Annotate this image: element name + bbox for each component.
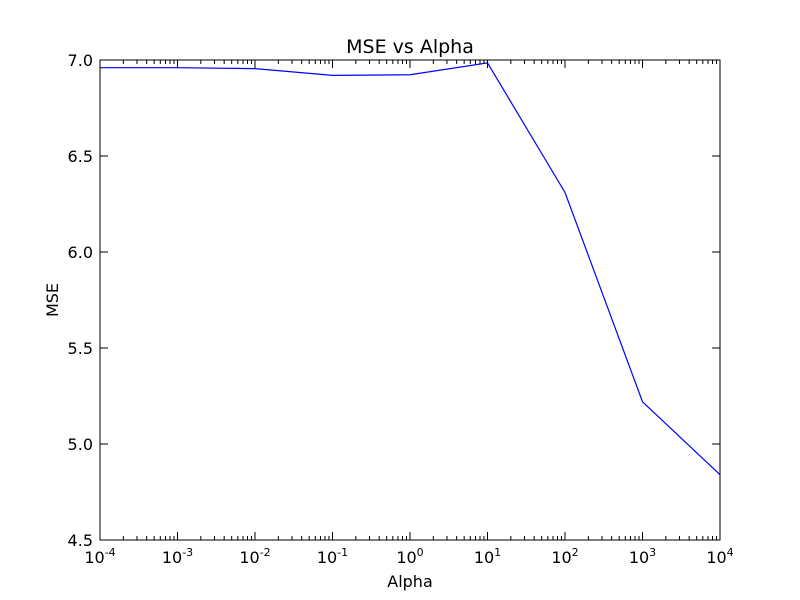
y-tick-label: 6.5	[68, 147, 93, 166]
y-axis-title: MSE	[43, 283, 62, 317]
x-axis-title: Alpha	[387, 572, 433, 591]
x-axis-ticks: 10-4 10-3 10-2 10-1 100 101 102 103 104	[84, 60, 734, 567]
plot-frame	[99, 59, 721, 541]
x-tick-label: 104	[706, 546, 733, 567]
x-tick-label: 102	[551, 546, 578, 567]
x-tick-label: 10-1	[317, 546, 348, 567]
x-tick-label: 10-3	[162, 546, 193, 567]
x-tick-label: 103	[629, 546, 656, 567]
plot-area	[100, 62, 721, 476]
x-tick-label: 10-4	[84, 546, 115, 567]
y-axis-ticks: 4.5 5.0 5.5 6.0 6.5 7.0	[68, 51, 720, 550]
y-tick-label: 5.0	[68, 435, 93, 454]
y-tick-label: 6.0	[68, 243, 93, 262]
y-tick-label: 4.5	[68, 531, 93, 550]
series-line	[100, 62, 721, 476]
y-tick-label: 5.5	[68, 339, 93, 358]
x-tick-label: 100	[396, 546, 423, 567]
x-tick-label: 10-2	[239, 546, 270, 567]
y-tick-label: 7.0	[68, 51, 93, 70]
x-tick-label: 101	[474, 546, 501, 567]
chart-title: MSE vs Alpha	[346, 36, 474, 58]
